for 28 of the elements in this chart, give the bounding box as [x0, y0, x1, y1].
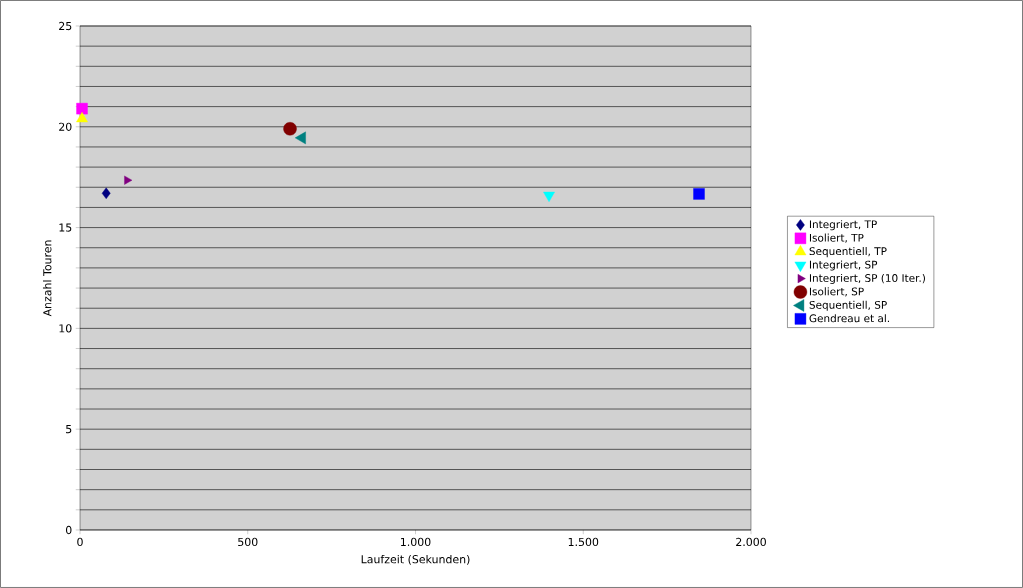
x-tick-label: 500: [238, 537, 258, 547]
y-axis-title: Anzahl Touren: [42, 240, 52, 317]
legend-label: Integriert, TP: [809, 220, 877, 231]
point: [693, 188, 705, 200]
point: [543, 191, 555, 203]
point: [76, 112, 88, 123]
legend-label: Isoliert, SP: [809, 287, 864, 297]
x-tick-label: 0: [77, 537, 83, 547]
point: [283, 122, 297, 136]
y-tick-label: 10: [59, 324, 72, 333]
y-tick-label: 25: [59, 21, 72, 31]
x-tick-label: 1.000: [401, 537, 431, 547]
legend-label: Integriert, SP: [809, 260, 878, 271]
x-tick-label: 1.500: [568, 537, 599, 547]
point: [101, 187, 111, 200]
legend-label: Integriert, SP (10 Iter.): [809, 273, 925, 285]
legend-label: Sequentiell, SP: [809, 300, 887, 311]
y-tick-label: 20: [59, 122, 72, 131]
y-tick-label: 0: [65, 525, 72, 535]
x-tick-label: 2.000: [736, 537, 766, 547]
legend-label: Gendreau et al.: [809, 314, 889, 323]
legend-label: Sequentiell, TP: [809, 247, 887, 258]
y-tick-label: 5: [66, 425, 72, 434]
point: [124, 175, 133, 185]
legend-label: Isoliert, TP: [809, 233, 864, 243]
y-tick-label: 15: [59, 223, 72, 232]
x-axis-title: Laufzeit (Sekunden): [361, 554, 470, 565]
point: [76, 102, 88, 115]
